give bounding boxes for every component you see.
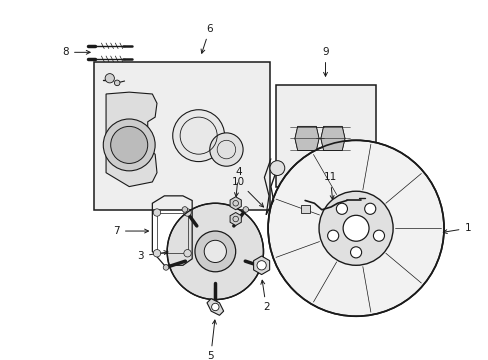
- Polygon shape: [230, 197, 241, 210]
- Circle shape: [343, 215, 368, 241]
- Circle shape: [350, 247, 361, 258]
- Circle shape: [153, 209, 161, 216]
- Circle shape: [163, 265, 168, 270]
- Circle shape: [103, 119, 155, 171]
- Bar: [300, 205, 309, 212]
- Polygon shape: [320, 126, 344, 150]
- Text: 10: 10: [231, 177, 263, 207]
- Text: 4: 4: [234, 167, 241, 197]
- Bar: [275, 85, 375, 186]
- Polygon shape: [106, 92, 157, 186]
- Text: 1: 1: [442, 223, 470, 234]
- Polygon shape: [294, 126, 318, 150]
- Circle shape: [336, 203, 347, 214]
- Circle shape: [257, 261, 265, 270]
- Circle shape: [183, 209, 191, 216]
- Circle shape: [204, 240, 226, 262]
- Polygon shape: [230, 212, 241, 225]
- Polygon shape: [253, 256, 269, 275]
- Circle shape: [269, 161, 284, 175]
- Polygon shape: [206, 299, 223, 315]
- Polygon shape: [320, 126, 344, 150]
- Text: 2: 2: [260, 280, 269, 312]
- Text: 9: 9: [322, 47, 328, 76]
- Circle shape: [183, 249, 191, 257]
- Polygon shape: [294, 126, 318, 150]
- Circle shape: [110, 126, 147, 163]
- Circle shape: [195, 231, 235, 272]
- Circle shape: [105, 73, 114, 83]
- Circle shape: [262, 265, 267, 270]
- Circle shape: [267, 140, 443, 316]
- Text: 8: 8: [62, 47, 90, 57]
- Circle shape: [212, 301, 218, 306]
- Circle shape: [153, 249, 161, 257]
- Circle shape: [364, 203, 375, 214]
- Text: 3: 3: [137, 251, 168, 261]
- Circle shape: [167, 203, 263, 300]
- Circle shape: [209, 133, 243, 166]
- Circle shape: [114, 80, 120, 86]
- Text: 5: 5: [207, 320, 216, 360]
- Text: 7: 7: [113, 226, 148, 236]
- Bar: [94, 62, 269, 210]
- Text: 6: 6: [201, 24, 213, 53]
- Circle shape: [172, 110, 224, 162]
- Circle shape: [182, 207, 187, 212]
- Circle shape: [211, 303, 219, 311]
- Circle shape: [318, 191, 392, 265]
- Circle shape: [243, 207, 248, 212]
- Text: 11: 11: [323, 172, 336, 199]
- Circle shape: [373, 230, 384, 241]
- Circle shape: [327, 230, 338, 241]
